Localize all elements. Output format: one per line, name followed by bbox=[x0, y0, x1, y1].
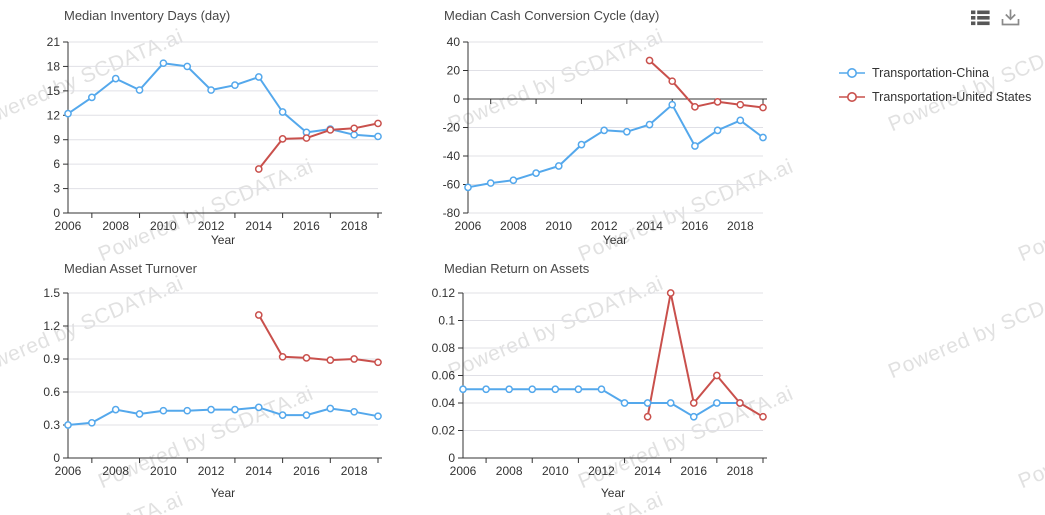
svg-text:21: 21 bbox=[47, 35, 61, 49]
svg-text:2012: 2012 bbox=[198, 464, 225, 478]
svg-text:2006: 2006 bbox=[55, 219, 82, 233]
svg-text:0.06: 0.06 bbox=[432, 369, 456, 383]
svg-text:2006: 2006 bbox=[450, 464, 477, 478]
chart-1-plot[interactable]: -80 -60 -40 -20 0 20 40 2006 2008 2010 2012 2014 201… bbox=[405, 0, 825, 252]
xaxis-title-chart-3: Year bbox=[600, 486, 626, 500]
svg-text:-80: -80 bbox=[443, 206, 461, 220]
watermark-text: Powered by SCDATA.ai bbox=[1015, 382, 1045, 494]
chart-0-plot[interactable]: 0 3 6 9 12 15 18 21 2006 2008 2010 2012 2014 2016 2018 bbox=[0, 0, 410, 252]
svg-text:2018: 2018 bbox=[727, 464, 754, 478]
xaxis-title-chart-0: Year bbox=[210, 233, 236, 247]
chart-title-inventory-days: Median Inventory Days (day) bbox=[64, 8, 231, 23]
svg-text:0: 0 bbox=[53, 451, 60, 465]
legend-label-china: Transportation-China bbox=[872, 66, 989, 80]
svg-text:1.2: 1.2 bbox=[43, 319, 60, 333]
svg-text:0: 0 bbox=[448, 451, 455, 465]
chart-2-plot[interactable]: 0 0.3 0.6 0.9 1.2 1.5 2006 2008 2010 2012 2014 2016… bbox=[0, 253, 410, 515]
svg-text:15: 15 bbox=[47, 84, 61, 98]
svg-text:20: 20 bbox=[447, 64, 461, 78]
xaxis-title-chart-1: Year bbox=[602, 233, 628, 247]
chart-median-return-on-assets: 0 0.02 0.04 0.06 0.08 0.1 0.12 2006 2008 2010 2012… bbox=[405, 253, 825, 515]
svg-text:0.12: 0.12 bbox=[432, 286, 456, 300]
legend-item-transportation-china[interactable]: Transportation-China bbox=[838, 66, 1031, 80]
svg-text:2018: 2018 bbox=[341, 219, 368, 233]
svg-text:9: 9 bbox=[53, 133, 60, 147]
line-circle-symbol-icon bbox=[839, 92, 865, 102]
svg-text:0.02: 0.02 bbox=[432, 424, 456, 438]
legend-item-transportation-united-states[interactable]: Transportation-United States bbox=[838, 90, 1031, 104]
chart-title-return-on-assets: Median Return on Assets bbox=[444, 261, 590, 276]
svg-text:2018: 2018 bbox=[341, 464, 368, 478]
svg-text:0.08: 0.08 bbox=[432, 341, 456, 355]
svg-text:2016: 2016 bbox=[293, 464, 320, 478]
svg-text:2008: 2008 bbox=[102, 464, 129, 478]
chart-title-asset-turnover: Median Asset Turnover bbox=[64, 261, 197, 276]
svg-text:2012: 2012 bbox=[198, 219, 225, 233]
svg-text:-40: -40 bbox=[443, 149, 461, 163]
svg-text:2010: 2010 bbox=[545, 219, 572, 233]
svg-text:2006: 2006 bbox=[455, 219, 482, 233]
svg-text:2014: 2014 bbox=[636, 219, 663, 233]
svg-text:2012: 2012 bbox=[588, 464, 615, 478]
svg-text:2012: 2012 bbox=[591, 219, 618, 233]
download-icon[interactable] bbox=[1001, 9, 1020, 26]
watermark-text: Powered by SCDATA.ai bbox=[1015, 155, 1045, 267]
svg-text:2016: 2016 bbox=[293, 219, 320, 233]
chart-toolbar bbox=[971, 9, 1020, 26]
svg-text:2014: 2014 bbox=[245, 464, 272, 478]
svg-text:-60: -60 bbox=[443, 178, 461, 192]
svg-text:2008: 2008 bbox=[102, 219, 129, 233]
chart-median-asset-turnover: 0 0.3 0.6 0.9 1.2 1.5 2006 2008 2010 2012 2014 2016… bbox=[0, 253, 410, 515]
svg-text:6: 6 bbox=[53, 157, 60, 171]
svg-text:2010: 2010 bbox=[150, 464, 177, 478]
svg-text:2014: 2014 bbox=[245, 219, 272, 233]
svg-text:40: 40 bbox=[447, 35, 461, 49]
svg-text:1.5: 1.5 bbox=[43, 286, 60, 300]
chart-median-inventory-days: 0 3 6 9 12 15 18 21 2006 2008 2010 2012 2014 2016 2018 bbox=[0, 0, 410, 252]
svg-text:-20: -20 bbox=[443, 121, 461, 135]
svg-text:2014: 2014 bbox=[634, 464, 661, 478]
svg-text:0.04: 0.04 bbox=[432, 396, 456, 410]
svg-text:2010: 2010 bbox=[542, 464, 569, 478]
svg-text:2006: 2006 bbox=[55, 464, 82, 478]
svg-text:2016: 2016 bbox=[682, 219, 709, 233]
legend: Transportation-China Transportation-Unit… bbox=[838, 66, 1031, 104]
svg-text:0.6: 0.6 bbox=[43, 385, 60, 399]
chart-median-cash-conversion-cycle: -80 -60 -40 -20 0 20 40 2006 2008 2010 2012 2014 201… bbox=[405, 0, 825, 252]
svg-text:12: 12 bbox=[47, 108, 61, 122]
line-circle-symbol-icon bbox=[839, 68, 865, 78]
watermark-text: Powered by SCDATA.ai bbox=[885, 488, 1045, 515]
svg-text:2018: 2018 bbox=[727, 219, 754, 233]
data-view-icon[interactable] bbox=[971, 10, 990, 26]
svg-text:18: 18 bbox=[47, 59, 61, 73]
legend-label-united-states: Transportation-United States bbox=[872, 90, 1032, 104]
chart-3-plot[interactable]: 0 0.02 0.04 0.06 0.08 0.1 0.12 2006 2008 2010 2012… bbox=[405, 253, 825, 515]
svg-text:0: 0 bbox=[453, 92, 460, 106]
svg-text:2016: 2016 bbox=[680, 464, 707, 478]
svg-text:0.1: 0.1 bbox=[438, 314, 455, 328]
xaxis-title-chart-2: Year bbox=[210, 486, 236, 500]
watermark-text: Powered by SCDATA.ai bbox=[885, 271, 1045, 384]
svg-text:0.9: 0.9 bbox=[43, 352, 60, 366]
svg-text:0: 0 bbox=[53, 206, 60, 220]
svg-text:3: 3 bbox=[53, 182, 60, 196]
chart-title-cash-conversion: Median Cash Conversion Cycle (day) bbox=[444, 8, 660, 23]
svg-text:2010: 2010 bbox=[150, 219, 177, 233]
svg-text:2008: 2008 bbox=[500, 219, 527, 233]
svg-text:2008: 2008 bbox=[496, 464, 523, 478]
svg-text:0.3: 0.3 bbox=[43, 418, 60, 432]
